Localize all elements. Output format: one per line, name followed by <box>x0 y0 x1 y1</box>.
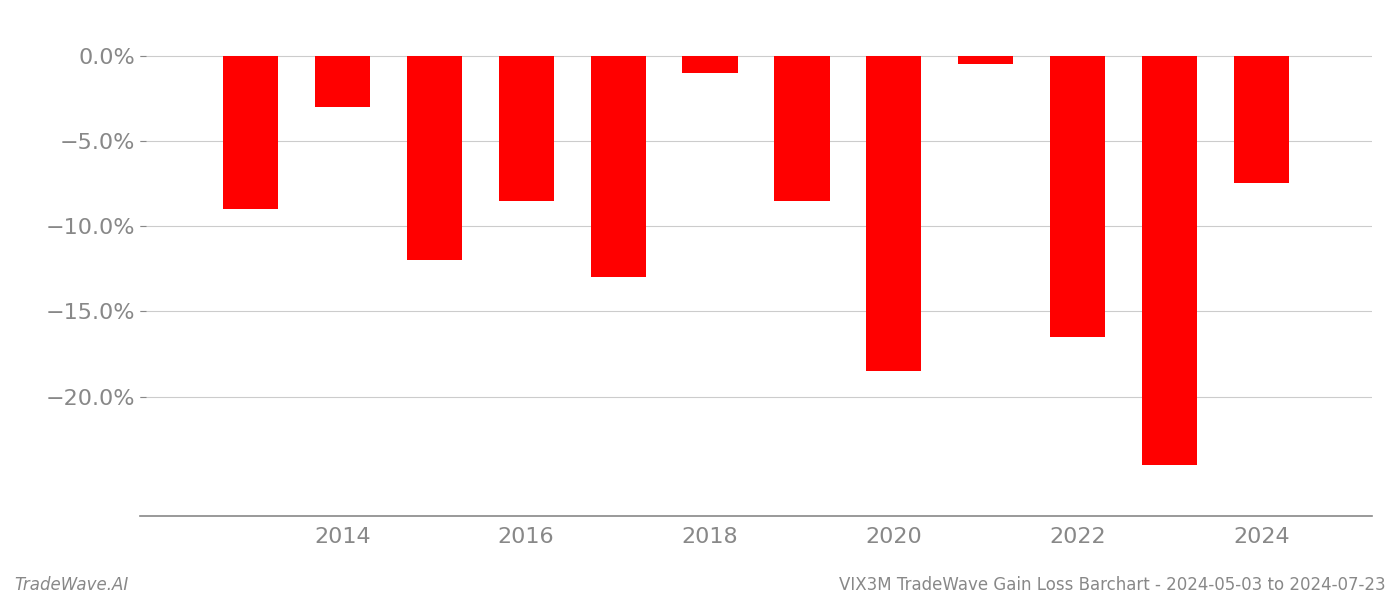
Bar <box>1233 56 1289 184</box>
Bar <box>406 56 462 260</box>
Bar <box>1050 56 1106 337</box>
Bar <box>682 56 738 73</box>
Bar <box>315 56 370 107</box>
Bar <box>591 56 645 277</box>
Bar <box>867 56 921 371</box>
Bar <box>1142 56 1197 465</box>
Text: TradeWave.AI: TradeWave.AI <box>14 576 129 594</box>
Bar <box>498 56 554 200</box>
Bar <box>774 56 830 200</box>
Bar <box>223 56 279 209</box>
Text: VIX3M TradeWave Gain Loss Barchart - 2024-05-03 to 2024-07-23: VIX3M TradeWave Gain Loss Barchart - 202… <box>840 576 1386 594</box>
Bar <box>958 56 1014 64</box>
